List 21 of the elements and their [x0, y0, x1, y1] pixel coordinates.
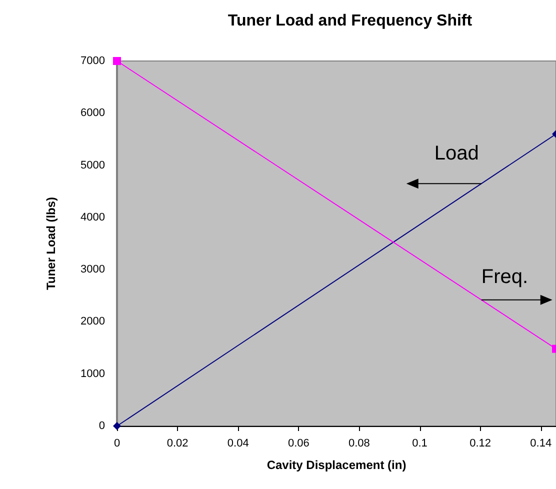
series-label: Load: [434, 142, 479, 165]
y-tick-label: 2000: [80, 316, 105, 328]
y-axis-title: Tuner Load (lbs): [44, 196, 58, 290]
series-label: Freq.: [481, 266, 528, 288]
y-tick-label: 5000: [80, 159, 105, 172]
y-tick-label: 4000: [80, 211, 105, 224]
y-tick-label: 7000: [80, 55, 105, 67]
x-tick-label: 0.12: [470, 438, 492, 450]
x-axis-title: Cavity Displacement (in): [266, 458, 406, 472]
x-tick-label: 0: [114, 438, 120, 450]
chart-title: Tuner Load and Frequency Shift: [228, 12, 473, 30]
y-tick-label: 1000: [80, 368, 105, 380]
y-tick-label: 3000: [80, 264, 105, 276]
x-tick-label: 0.04: [227, 438, 249, 450]
x-tick-label: 0.14: [530, 438, 552, 450]
y-tick-label: 0: [98, 420, 105, 432]
x-tick-label: 0.08: [348, 438, 370, 450]
x-tick-label: 0.02: [166, 438, 188, 450]
y-tick-label: 6000: [80, 107, 105, 120]
x-tick-label: 0.1: [412, 438, 428, 450]
x-tick-label: 0.06: [288, 438, 310, 450]
